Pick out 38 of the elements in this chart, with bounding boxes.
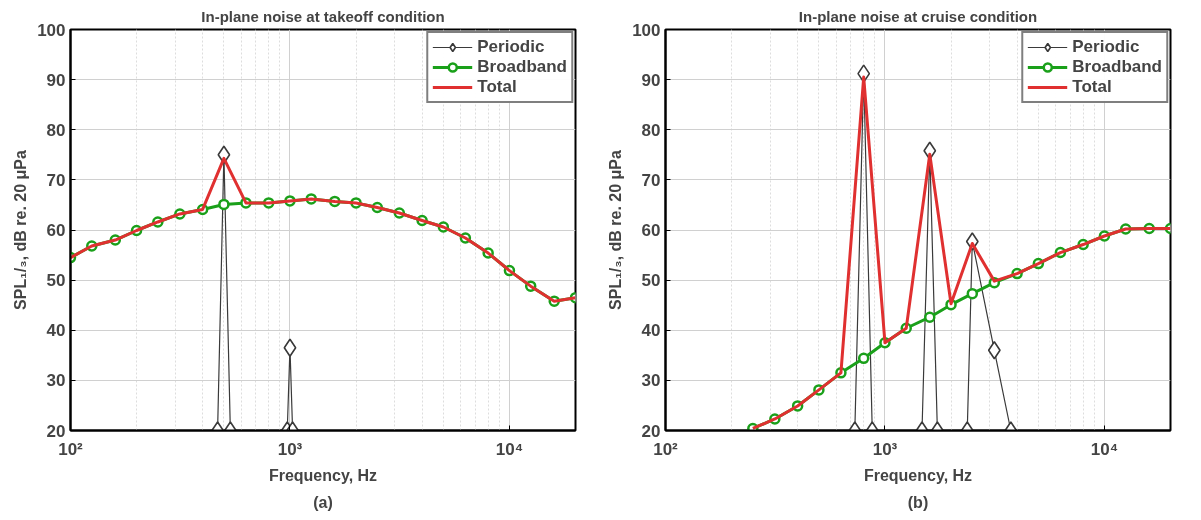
x-tick-label: 10⁴ bbox=[1090, 439, 1119, 459]
x-tick-label: 10³ bbox=[872, 439, 898, 459]
x-tick-label: 10³ bbox=[277, 439, 303, 459]
y-tick-label: 40 bbox=[46, 321, 66, 341]
legend-label: Periodic bbox=[1072, 37, 1140, 57]
x-tick-label: 10² bbox=[653, 439, 679, 459]
y-tick-label: 70 bbox=[641, 170, 661, 190]
x-tick-label: 10⁴ bbox=[495, 439, 524, 459]
text: (a) bbox=[313, 493, 333, 511]
y-tick-label: 80 bbox=[641, 120, 661, 140]
chart-title: In-plane noise at takeoff condition bbox=[201, 7, 445, 25]
x-axis-title: Frequency, Hz bbox=[268, 466, 378, 484]
legend-label: Broadband bbox=[1072, 57, 1162, 77]
legend-label: Broadband bbox=[477, 57, 567, 77]
y-tick-label: 50 bbox=[46, 271, 66, 291]
y-tick-label: 100 bbox=[632, 20, 661, 40]
legend-label: Total bbox=[1072, 77, 1112, 97]
y-tick-label: 60 bbox=[641, 221, 661, 240]
y-axis-title: SPL₁/₃, dB re. 20 μPa bbox=[12, 149, 30, 310]
y-tick-label: 30 bbox=[46, 371, 66, 391]
y-tick-label: 70 bbox=[46, 170, 66, 190]
legend-label: Periodic bbox=[477, 37, 545, 57]
y-tick-label: 30 bbox=[641, 371, 661, 391]
y-tick-label: 90 bbox=[46, 70, 66, 90]
y-tick-label: 40 bbox=[641, 321, 661, 341]
legend-label: Total bbox=[477, 77, 517, 97]
x-tick-label: 10² bbox=[58, 439, 84, 459]
y-tick-label: 80 bbox=[46, 120, 66, 140]
text: (b) bbox=[907, 493, 929, 511]
chart-title: In-plane noise at cruise condition bbox=[798, 7, 1038, 25]
y-axis-title: SPL₁/₃, dB re. 20 μPa bbox=[607, 149, 625, 310]
y-tick-label: 20 bbox=[641, 421, 661, 441]
y-tick-label: 100 bbox=[37, 20, 66, 40]
y-tick-label: 20 bbox=[46, 421, 66, 441]
x-axis-title: Frequency, Hz bbox=[863, 466, 973, 484]
y-tick-label: 60 bbox=[46, 221, 66, 240]
y-tick-label: 90 bbox=[641, 70, 661, 90]
y-tick-label: 50 bbox=[641, 271, 661, 291]
